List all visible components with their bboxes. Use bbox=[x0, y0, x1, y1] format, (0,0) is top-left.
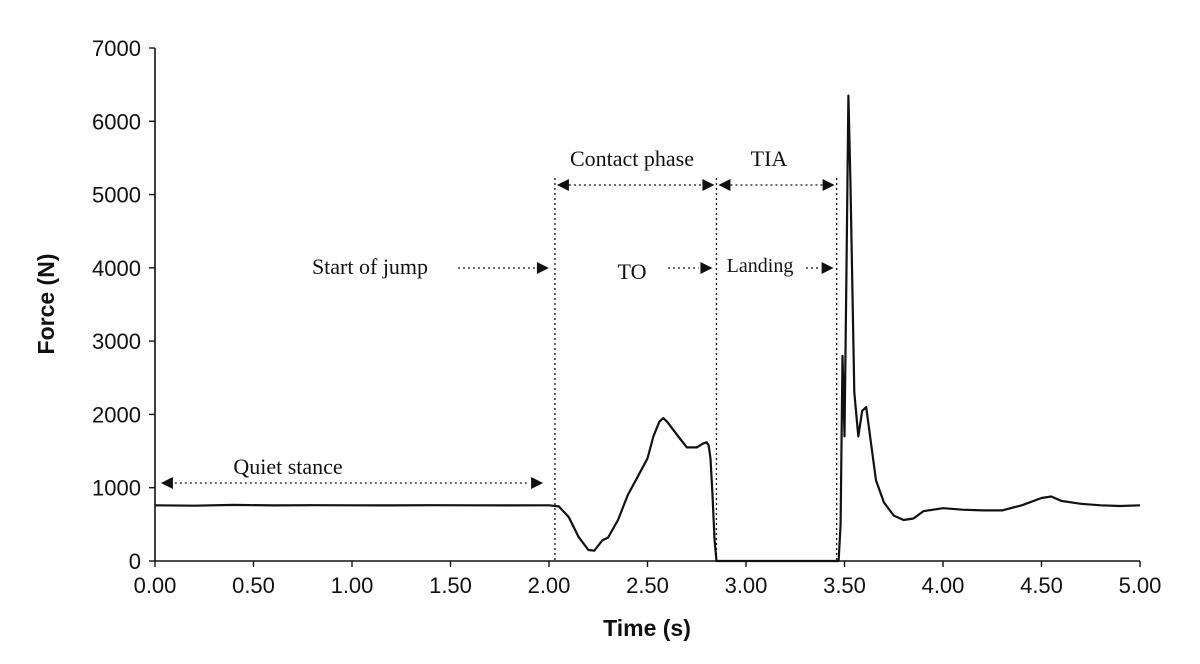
start-of-jump-label: Start of jump bbox=[312, 254, 428, 279]
phase-guides bbox=[554, 178, 838, 561]
y-tick-label: 2000 bbox=[92, 402, 141, 427]
landing-arrowhead bbox=[821, 262, 834, 274]
contact-phase-arrowhead-left bbox=[556, 179, 569, 191]
y-tick-label: 4000 bbox=[92, 256, 141, 281]
y-tick-labels: 0 1000 2000 3000 4000 5000 6000 7000 bbox=[92, 36, 141, 574]
y-tick-label: 5000 bbox=[92, 183, 141, 208]
axes bbox=[149, 47, 1141, 567]
x-tick-label: 1.50 bbox=[429, 573, 472, 598]
y-tick-label: 6000 bbox=[92, 109, 141, 134]
quiet-stance-arrowhead-left bbox=[160, 477, 173, 489]
x-tick-label: 3.00 bbox=[725, 573, 768, 598]
force-series-line bbox=[154, 94, 1141, 563]
tia-label: TIA bbox=[751, 146, 788, 171]
x-tick-label: 4.00 bbox=[922, 573, 965, 598]
start-of-jump-arrowhead bbox=[536, 262, 549, 274]
y-tick-label: 3000 bbox=[92, 329, 141, 354]
y-tick-label: 7000 bbox=[92, 36, 141, 61]
x-axis-title: Time (s) bbox=[603, 615, 691, 641]
tia-arrowhead-right bbox=[822, 179, 835, 191]
x-tick-label: 0.50 bbox=[232, 573, 275, 598]
quiet-stance-label: Quiet stance bbox=[233, 454, 342, 479]
y-axis-title: Force (N) bbox=[33, 254, 59, 355]
phase-arrows bbox=[160, 179, 835, 489]
x-tick-label: 2.00 bbox=[528, 573, 571, 598]
x-tick-label: 4.50 bbox=[1020, 573, 1063, 598]
y-tick-label: 1000 bbox=[92, 476, 141, 501]
x-tick-label: 5.00 bbox=[1119, 573, 1162, 598]
contact-phase-label: Contact phase bbox=[570, 146, 694, 171]
to-label: TO bbox=[618, 259, 647, 284]
quiet-stance-arrowhead-right bbox=[531, 477, 544, 489]
contact-phase-arrowhead-right bbox=[702, 179, 715, 191]
x-tick-label: 1.00 bbox=[331, 573, 374, 598]
x-tick-label: 2.50 bbox=[626, 573, 669, 598]
y-tick-label: 0 bbox=[129, 549, 141, 574]
landing-label: Landing bbox=[727, 255, 794, 277]
x-tick-labels: 0.00 0.50 1.00 1.50 2.00 2.50 3.00 3.50 4.00 4.50… bbox=[134, 573, 1162, 598]
x-tick-label: 0.00 bbox=[134, 573, 177, 598]
tia-arrowhead-left bbox=[718, 179, 731, 191]
to-arrowhead bbox=[700, 262, 713, 274]
x-tick-label: 3.50 bbox=[823, 573, 866, 598]
